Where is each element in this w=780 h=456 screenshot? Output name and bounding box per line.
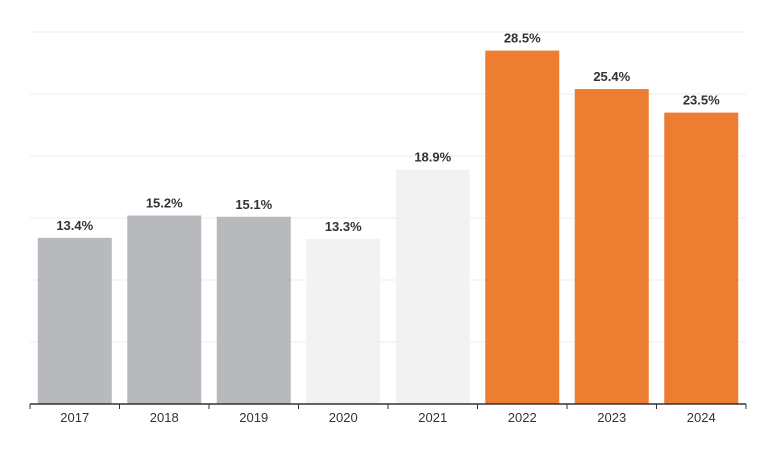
bars	[37, 50, 739, 404]
data-label-2019: 15.1%	[235, 197, 272, 212]
x-axis: 2017 2018 2019 2020 2021 2022 2023 2024	[29, 403, 747, 425]
x-tick-label-2023: 2023	[597, 410, 626, 425]
data-label-2020: 13.3%	[325, 219, 362, 234]
x-tick-label-2021: 2021	[418, 410, 447, 425]
bar-2019	[216, 216, 291, 404]
data-label-2024: 23.5%	[683, 93, 720, 108]
bar-2021	[395, 169, 470, 404]
data-label-2021: 18.9%	[414, 150, 451, 165]
data-label-2017: 13.4%	[56, 218, 93, 233]
bar-2023	[574, 89, 649, 404]
x-tick-label-2024: 2024	[687, 410, 716, 425]
bar-2024	[664, 112, 739, 404]
x-tick-label-2020: 2020	[329, 410, 358, 425]
bar-2017	[37, 237, 112, 404]
bar-2022	[485, 50, 560, 404]
x-tick-label-2019: 2019	[239, 410, 268, 425]
data-label-2018: 15.2%	[146, 196, 183, 211]
x-tick-label-2017: 2017	[60, 410, 89, 425]
data-label-2022: 28.5%	[504, 31, 541, 46]
x-tick-label-2018: 2018	[150, 410, 179, 425]
bar-2020	[306, 239, 381, 404]
data-label-2023: 25.4%	[593, 69, 630, 84]
data-labels: 13.4% 15.2% 15.1% 13.3% 18.9% 28.5% 25.4% 23.5%	[56, 31, 720, 234]
x-tick-label-2022: 2022	[508, 410, 537, 425]
bar-2018	[127, 215, 202, 404]
